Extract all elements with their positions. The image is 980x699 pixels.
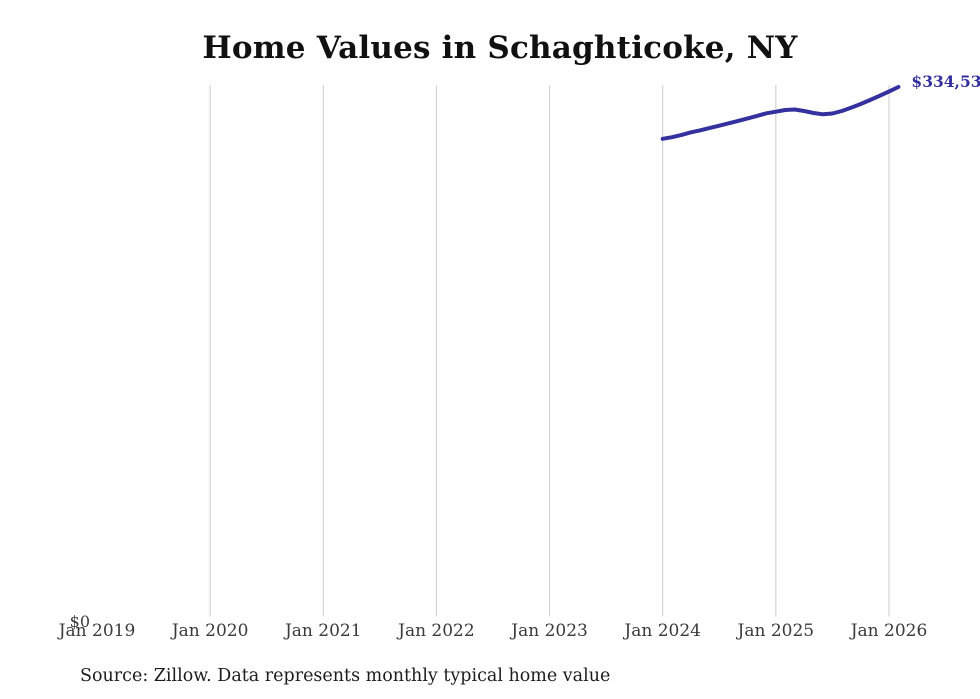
x-tick-label: Jan 2023 [511,621,588,641]
x-tick-label: Jan 2020 [171,621,249,641]
x-tick-label: Jan 2025 [737,621,815,641]
y-axis-zero-label: $0 [69,612,90,631]
x-tick-label: Jan 2026 [850,621,928,641]
home-value-line [660,85,901,141]
gridlines-group [209,85,890,617]
x-tick-label: Jan 2022 [398,621,475,641]
chart-title: Home Values in Schaghticoke, NY [202,30,798,66]
x-tick-label: Jan 2024 [624,621,701,641]
source-note: Source: Zillow. Data represents monthly … [80,666,611,686]
x-tick-label: Jan 2019 [58,621,136,641]
x-tick-label: Jan 2021 [284,621,362,641]
current-value-label: $334,533 [911,72,980,91]
